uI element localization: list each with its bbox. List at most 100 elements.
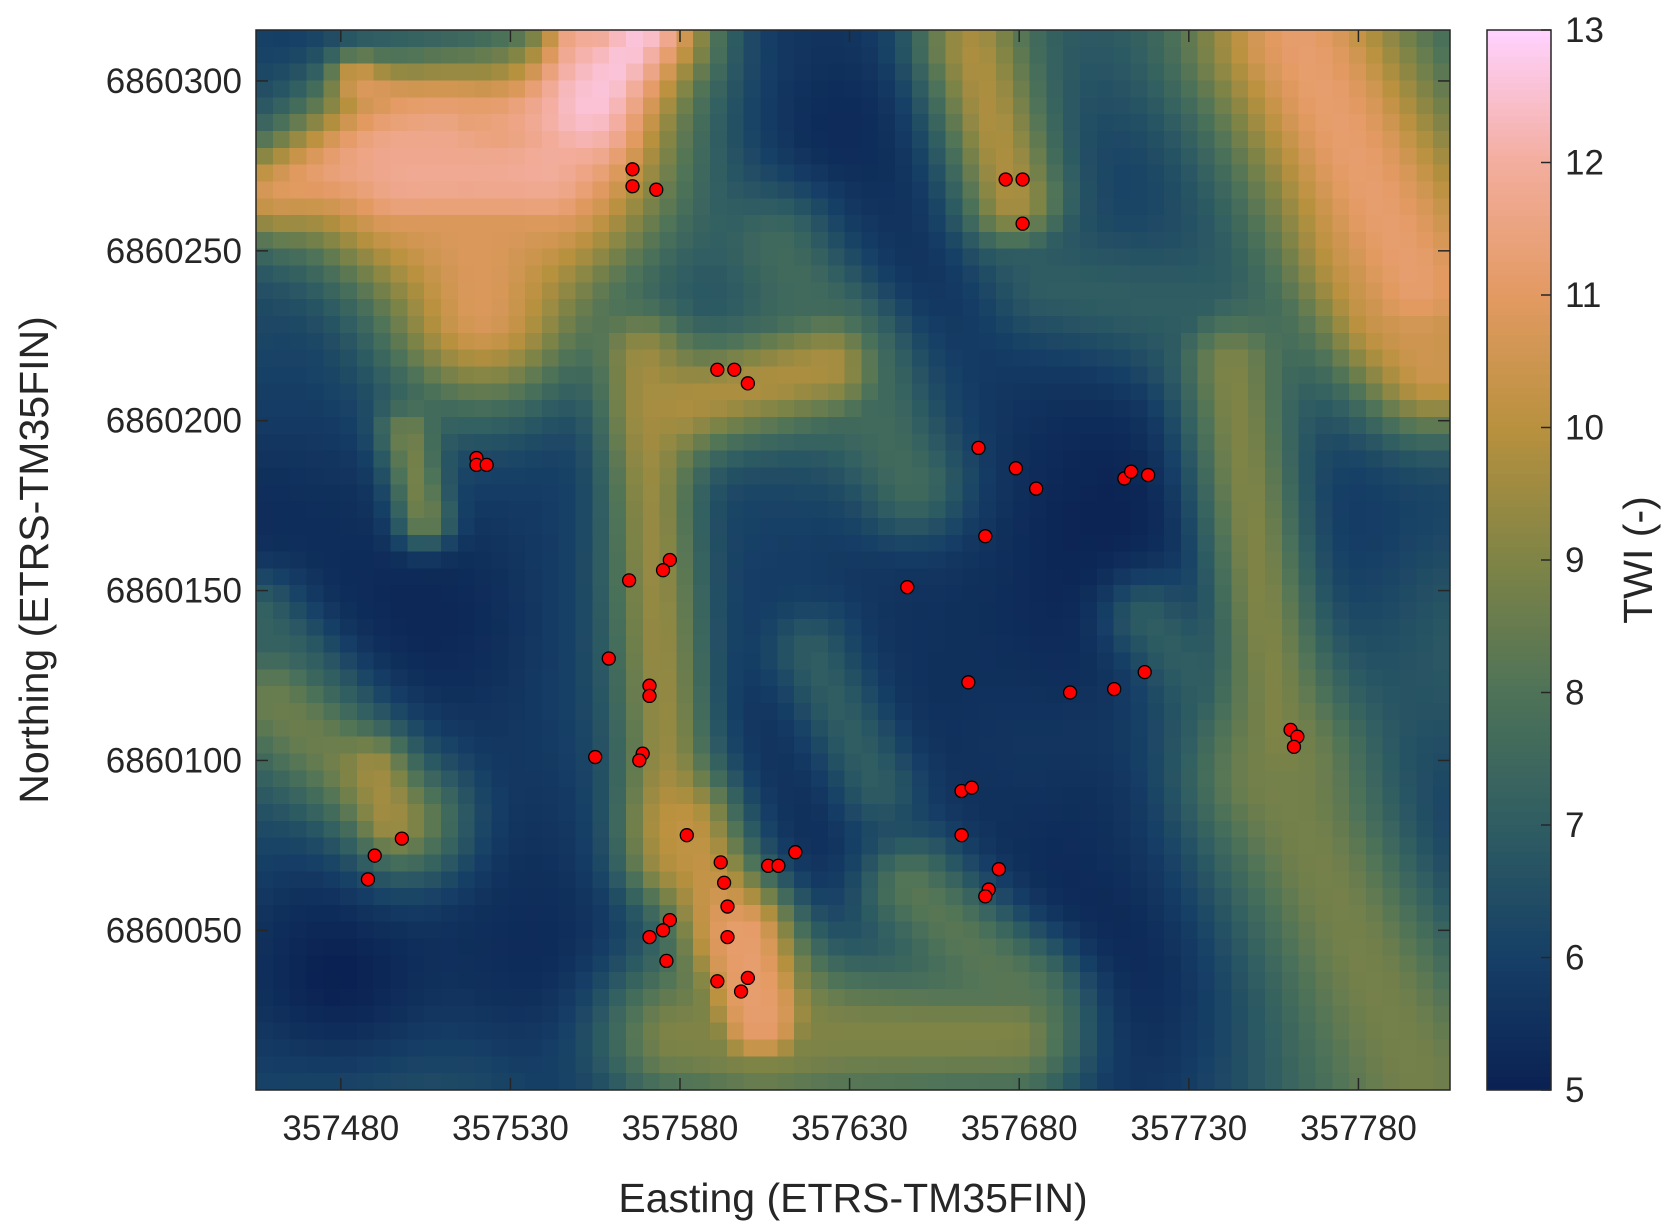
colorbar-segment (1487, 281, 1551, 289)
x-tick-label: 357780 (1300, 1109, 1417, 1148)
sample-point (632, 753, 647, 768)
colorbar-segment (1487, 155, 1551, 163)
sample-point (662, 552, 677, 568)
colorbar-segment (1487, 665, 1551, 673)
y-tick-label: 6860050 (106, 911, 242, 950)
colorbar-segment (1487, 102, 1551, 110)
colorbar-segment (1487, 95, 1551, 104)
sample-point (679, 828, 694, 843)
colorbar-segment (1487, 513, 1551, 521)
colorbar-segment (1487, 168, 1551, 177)
colorbar-segment (1487, 367, 1551, 375)
sample-point (727, 362, 742, 377)
colorbar-tick-label: 12 (1565, 144, 1604, 183)
colorbar-segment (1487, 712, 1551, 720)
colorbar-segment (1487, 758, 1551, 766)
sample-point (1286, 739, 1302, 755)
colorbar-segment (1487, 546, 1551, 554)
sample-point (900, 580, 915, 595)
colorbar-segment (1487, 314, 1551, 322)
colorbar-segment (1487, 473, 1551, 481)
y-tick-label: 6860250 (106, 232, 242, 271)
sample-point (655, 923, 671, 938)
colorbar-segment (1487, 897, 1551, 905)
sample-point (367, 848, 382, 863)
colorbar-segment (1487, 884, 1551, 892)
colorbar-segment (1487, 864, 1551, 872)
colorbar-segment (1487, 142, 1551, 150)
colorbar-segment (1487, 380, 1551, 389)
colorbar: 5 6 7 8 9 10 11 12 13 (1486, 11, 1604, 1110)
colorbar-segment (1487, 228, 1551, 236)
colorbar-segment (1487, 162, 1551, 170)
colorbar-segment (1487, 1049, 1551, 1058)
colorbar-segment (1487, 844, 1551, 852)
colorbar-segment (1487, 566, 1551, 574)
colorbar-segment (1487, 639, 1551, 647)
colorbar-segment (1487, 1076, 1551, 1084)
colorbar-segment (1487, 208, 1551, 216)
colorbar-segment (1487, 347, 1551, 355)
colorbar-segment (1487, 254, 1551, 263)
colorbar-segment (1487, 811, 1551, 819)
colorbar-segment (1487, 1056, 1551, 1064)
colorbar-segment (1487, 56, 1551, 64)
sample-point (733, 984, 749, 999)
colorbar-segment (1487, 745, 1551, 753)
colorbar-segment (1487, 69, 1551, 77)
sample-point (716, 875, 732, 890)
colorbar-segment (1487, 360, 1551, 369)
colorbar-segment (1487, 678, 1551, 687)
colorbar-segment (1487, 698, 1551, 707)
sample-point (740, 970, 755, 986)
sample-point (720, 899, 735, 914)
colorbar-segment (1487, 579, 1551, 587)
sample-point (961, 675, 976, 690)
colorbar-segment (1487, 195, 1551, 203)
colorbar-segment (1487, 1010, 1551, 1018)
sample-point (479, 457, 494, 473)
colorbar-segment (1487, 268, 1551, 276)
colorbar-segment (1487, 341, 1551, 349)
colorbar-segment (1487, 632, 1551, 640)
colorbar-segment (1487, 307, 1551, 316)
colorbar-tick-label: 6 (1565, 939, 1584, 978)
colorbar-segment (1487, 36, 1551, 44)
sample-point (978, 889, 993, 904)
colorbar-segment (1487, 387, 1551, 395)
sample-point (394, 831, 410, 846)
colorbar-tick-label: 7 (1565, 806, 1584, 845)
colorbar-segment (1487, 1003, 1551, 1011)
colorbar-segment (1487, 235, 1551, 243)
colorbar-segment (1487, 82, 1551, 90)
colorbar-segment (1487, 301, 1551, 309)
colorbar-segment (1487, 413, 1551, 422)
colorbar-segment (1487, 201, 1551, 210)
colorbar-segment (1487, 851, 1551, 859)
colorbar-segment (1487, 274, 1551, 283)
x-axis-title: Easting (ETRS-TM35FIN) (618, 1175, 1087, 1221)
colorbar-segment (1487, 586, 1551, 594)
colorbar-segment (1487, 215, 1551, 223)
colorbar-segment (1487, 493, 1551, 501)
colorbar-segment (1487, 506, 1551, 514)
y-tick-label: 6860300 (106, 62, 242, 101)
colorbar-segment (1487, 818, 1551, 826)
colorbar-segment (1487, 49, 1551, 57)
colorbar-title: TWI (-) (1615, 496, 1661, 623)
colorbar-segment (1487, 765, 1551, 773)
colorbar-segment (1487, 619, 1551, 627)
colorbar-segment (1487, 526, 1551, 534)
colorbar-segment (1487, 334, 1551, 342)
colorbar-segment (1487, 135, 1551, 143)
y-axis-title: Northing (ETRS-TM35FIN) (11, 316, 57, 804)
colorbar-segment (1487, 672, 1551, 680)
sample-point (1107, 681, 1122, 697)
sample-point (788, 845, 803, 860)
colorbar-segment (1487, 751, 1551, 760)
colorbar-segment (1487, 327, 1551, 336)
sample-point (1137, 664, 1152, 680)
sample-points (360, 162, 1305, 999)
heatmap (256, 30, 1450, 1090)
colorbar-segment (1487, 645, 1551, 654)
